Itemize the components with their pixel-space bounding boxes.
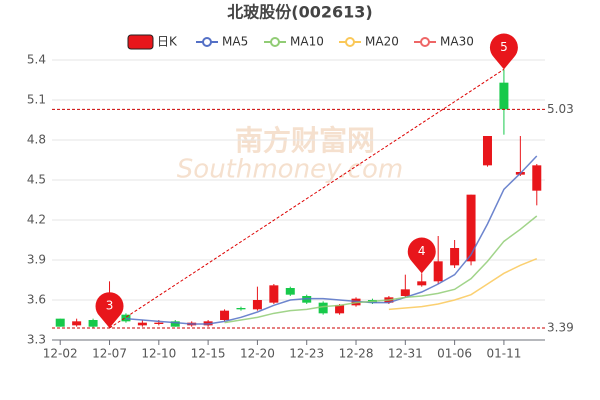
y-tick-label: 4.5	[27, 173, 46, 187]
candle-body	[72, 321, 82, 326]
ma-line	[388, 257, 538, 311]
mark-line-label: 5.03	[547, 102, 574, 116]
legend-swatch	[345, 37, 355, 47]
marker-pin	[95, 292, 124, 328]
ma-line	[125, 155, 538, 325]
candle-body	[433, 261, 443, 282]
candle-body	[400, 289, 410, 296]
marker-pin	[407, 237, 436, 274]
x-tick-label: 12-10	[141, 347, 176, 361]
candle-body	[121, 314, 131, 322]
candle-body	[482, 136, 492, 166]
legend-label: 日K	[157, 35, 178, 49]
mark-line-label: 3.39	[547, 321, 574, 335]
x-tick-label: 12-07	[92, 347, 127, 361]
candle-body	[220, 310, 230, 320]
legend-swatch	[270, 37, 280, 47]
legend-label: MA10	[290, 35, 324, 49]
y-tick-label: 3.9	[27, 253, 46, 267]
candle-body	[170, 321, 180, 327]
ma-line	[224, 215, 538, 324]
x-tick-label: 12-23	[289, 347, 324, 361]
candle-body	[252, 300, 262, 310]
marker-pin	[489, 33, 518, 70]
y-tick-label: 3.6	[27, 293, 46, 307]
y-tick-label: 3.3	[27, 333, 46, 347]
legend-swatch	[420, 37, 430, 47]
candle-body	[335, 305, 345, 314]
legend-label: MA20	[365, 35, 399, 49]
x-tick-label: 12-02	[43, 347, 78, 361]
candle-body	[417, 281, 427, 286]
candle-body	[285, 288, 295, 295]
candle-body	[55, 318, 65, 327]
y-tick-label: 4.8	[27, 133, 46, 147]
x-tick-label: 12-20	[240, 347, 275, 361]
candle-body	[269, 285, 279, 303]
x-tick-label: 12-28	[339, 347, 374, 361]
x-tick-label: 12-15	[191, 347, 226, 361]
marker-label: 4	[418, 244, 426, 258]
y-tick-label: 5.1	[27, 93, 46, 107]
candle-body	[236, 308, 246, 310]
chart-title: 北玻股份(002613)	[227, 3, 372, 22]
candle-body	[450, 248, 460, 266]
x-tick-label: 01-11	[486, 347, 521, 361]
legend-swatch	[202, 37, 212, 47]
legend-swatch	[127, 34, 154, 50]
candle-body	[318, 302, 328, 314]
candle-body	[466, 194, 476, 262]
candle-body	[532, 165, 542, 191]
candle-body	[88, 320, 98, 327]
legend-label: MA30	[440, 35, 474, 49]
marker-label: 5	[500, 40, 508, 54]
x-tick-label: 12-31	[388, 347, 423, 361]
marker-label: 3	[106, 299, 114, 313]
y-tick-label: 4.2	[27, 213, 46, 227]
x-tick-label: 01-06	[437, 347, 472, 361]
trend-line	[109, 68, 505, 329]
candle-body	[154, 322, 164, 324]
y-tick-label: 5.4	[27, 53, 46, 67]
legend-label: MA5	[222, 35, 248, 49]
candle-body	[137, 322, 147, 326]
candle-body	[499, 82, 509, 110]
